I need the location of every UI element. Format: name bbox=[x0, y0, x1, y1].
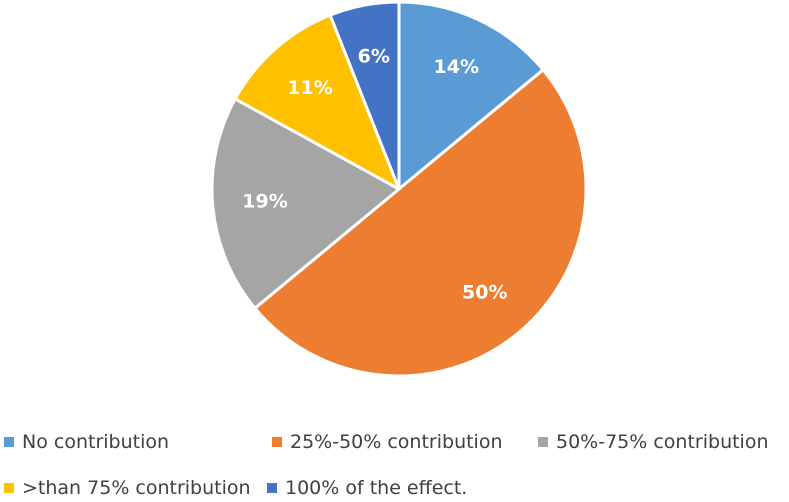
pie-plot-area: 14% 50% 19% 11% 6% bbox=[210, 0, 588, 378]
legend-swatch bbox=[4, 437, 14, 447]
legend-label: 100% of the effect. bbox=[285, 477, 468, 499]
legend-item-greater-than-75-contribution: >than 75% contribution bbox=[4, 474, 251, 502]
slice-data-label: 6% bbox=[358, 46, 390, 68]
legend-swatch bbox=[4, 483, 14, 493]
pie-slice bbox=[328, 0, 401, 191]
slice-data-label: 19% bbox=[242, 191, 287, 213]
slice-data-label: 50% bbox=[462, 282, 507, 304]
pie-slice bbox=[253, 68, 588, 378]
legend-label: 50%-75% contribution bbox=[556, 431, 769, 453]
pie-slice bbox=[233, 13, 401, 191]
legend-item-100-of-the-effect: 100% of the effect. bbox=[267, 474, 467, 502]
pie-slice bbox=[210, 97, 401, 310]
legend-item-no-contribution: No contribution bbox=[4, 428, 169, 456]
pie-slice bbox=[397, 0, 545, 191]
legend-label: >than 75% contribution bbox=[22, 477, 251, 499]
slice-data-label: 11% bbox=[287, 77, 332, 99]
legend-row-2: >than 75% contribution 100% of the effec… bbox=[4, 474, 789, 502]
legend-swatch bbox=[538, 437, 548, 447]
legend-label: No contribution bbox=[22, 431, 170, 453]
slice-data-label: 14% bbox=[434, 56, 479, 78]
legend-swatch bbox=[272, 437, 282, 447]
legend-item-25-50-contribution: 25%-50% contribution bbox=[272, 428, 503, 456]
legend-row-1: No contribution 25%-50% contribution 50%… bbox=[4, 428, 789, 456]
slices-group bbox=[210, 0, 588, 378]
legend-label: 25%-50% contribution bbox=[290, 431, 503, 453]
legend-item-50-75-contribution: 50%-75% contribution bbox=[538, 428, 769, 456]
slice-labels-group: 14% 50% 19% 11% 6% bbox=[242, 46, 507, 304]
legend-swatch bbox=[267, 483, 277, 493]
